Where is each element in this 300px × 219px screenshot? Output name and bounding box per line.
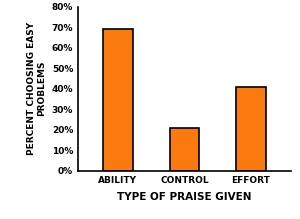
Y-axis label: PERCENT CHOOSING EASY
PROBLEMS: PERCENT CHOOSING EASY PROBLEMS: [27, 22, 46, 155]
Bar: [103, 29, 133, 171]
Bar: [236, 87, 266, 171]
X-axis label: TYPE OF PRAISE GIVEN: TYPE OF PRAISE GIVEN: [117, 192, 252, 202]
Bar: [169, 128, 200, 171]
